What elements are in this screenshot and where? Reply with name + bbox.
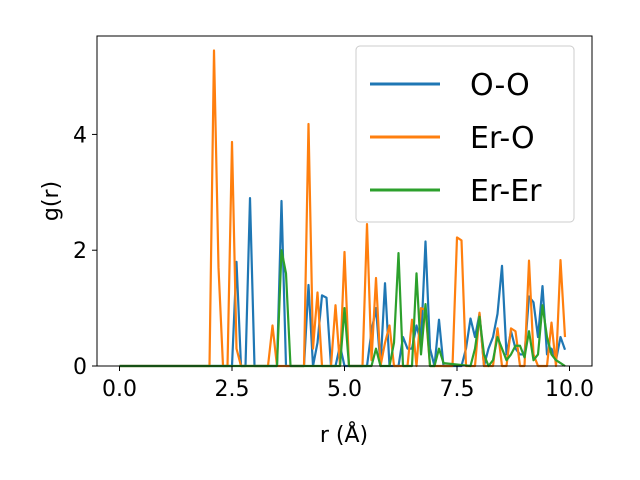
x-axis-ticks: 0.0 2.5 5.0 7.5 10.0 <box>102 366 594 402</box>
y-tick-label: 2 <box>73 239 87 264</box>
x-tick-label: 5.0 <box>327 377 362 402</box>
y-axis-label: g(r) <box>39 181 64 221</box>
legend-label: Er-O <box>470 121 535 156</box>
legend-label: Er-Er <box>470 174 542 209</box>
legend-label: O-O <box>470 68 530 103</box>
x-tick-label: 7.5 <box>440 377 475 402</box>
series-line-er-er <box>119 249 566 368</box>
y-tick-label: 0 <box>73 355 87 380</box>
x-tick-label: 0.0 <box>102 377 137 402</box>
y-axis-ticks: 0 2 4 <box>73 123 97 380</box>
x-axis-label: r (Å) <box>320 421 368 448</box>
legend-box <box>355 45 575 223</box>
legend: O-O Er-O Er-Er <box>355 45 575 223</box>
y-tick-label: 4 <box>73 123 87 148</box>
x-tick-label: 2.5 <box>215 377 250 402</box>
x-tick-label: 10.0 <box>545 377 594 402</box>
